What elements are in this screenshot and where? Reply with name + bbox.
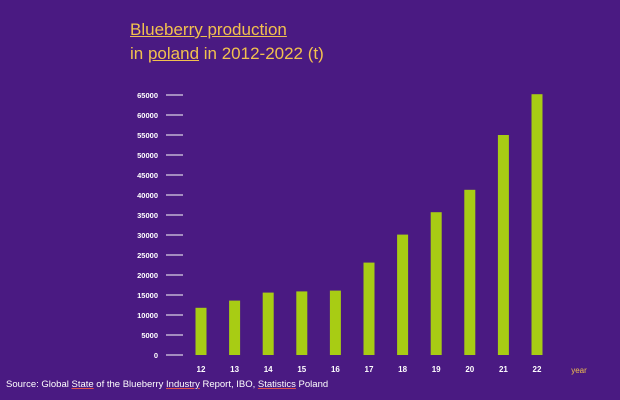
title-suffix: in 2012-2022 (t) [199,44,324,63]
y-tick-label: 20000 [137,271,158,280]
source-mid-1: of the Blueberry [93,379,167,390]
y-tick-label: 35000 [137,211,158,220]
x-axis-label: year [571,366,587,375]
title-prefix: in [130,44,148,63]
bars [195,94,543,355]
y-tick-label: 15000 [137,291,158,300]
source-note: Source: Global State of the Blueberry In… [6,379,328,390]
title-country: poland [147,44,200,63]
x-axis: 12 13 14 15 16 17 18 19 20 21 22 [197,365,542,374]
source-mid-2: Report, IBO, [199,379,258,390]
x-tick-label: 17 [365,365,374,374]
bar-12 [195,307,207,355]
x-tick-label: 14 [264,365,273,374]
source-suffix: Poland [295,379,329,390]
bar-19 [430,212,442,355]
source-prefix: Source: Global [6,379,72,390]
x-tick-label: 12 [197,365,206,374]
bar-20 [464,189,476,355]
x-tick-label: 13 [230,365,239,374]
x-tick-label: 22 [533,365,542,374]
y-tick-label: 55000 [137,131,158,140]
x-tick-label: 16 [331,365,340,374]
y-tick-label: 0 [154,351,158,360]
title-main: Blueberry production [130,20,287,39]
x-tick-label: 20 [465,365,474,374]
bar-13 [229,300,241,355]
source-link-statistics: Statistics [257,379,296,390]
bar-21 [497,135,509,355]
source-link-state: State [71,379,94,390]
y-tick-label: 5000 [141,331,158,340]
x-tick-label: 18 [398,365,407,374]
y-axis: 0 5000 10000 15000 20000 25000 30000 35000 40000… [137,91,183,360]
bar-22 [531,94,543,355]
x-tick-label: 15 [297,365,306,374]
y-tick-label: 40000 [137,191,158,200]
x-tick-label: 21 [499,365,508,374]
title-line-2: in poland in 2012-2022 (t) [130,42,324,66]
title-line-1: Blueberry production [130,18,324,42]
bar-14 [262,292,274,355]
y-tick-label: 60000 [137,111,158,120]
y-tick-label: 25000 [137,251,158,260]
y-tick-label: 30000 [137,231,158,240]
bar-15 [296,291,308,355]
y-tick-label: 65000 [137,91,158,100]
bar-18 [397,234,409,355]
bar-16 [329,290,341,355]
bar-17 [363,262,375,355]
x-tick-label: 19 [432,365,441,374]
y-tick-label: 10000 [137,311,158,320]
chart-title: Blueberry production in poland in 2012-2… [130,18,324,66]
source-link-industry: Industry [166,379,200,390]
y-tick-label: 50000 [137,151,158,160]
y-tick-label: 45000 [137,171,158,180]
